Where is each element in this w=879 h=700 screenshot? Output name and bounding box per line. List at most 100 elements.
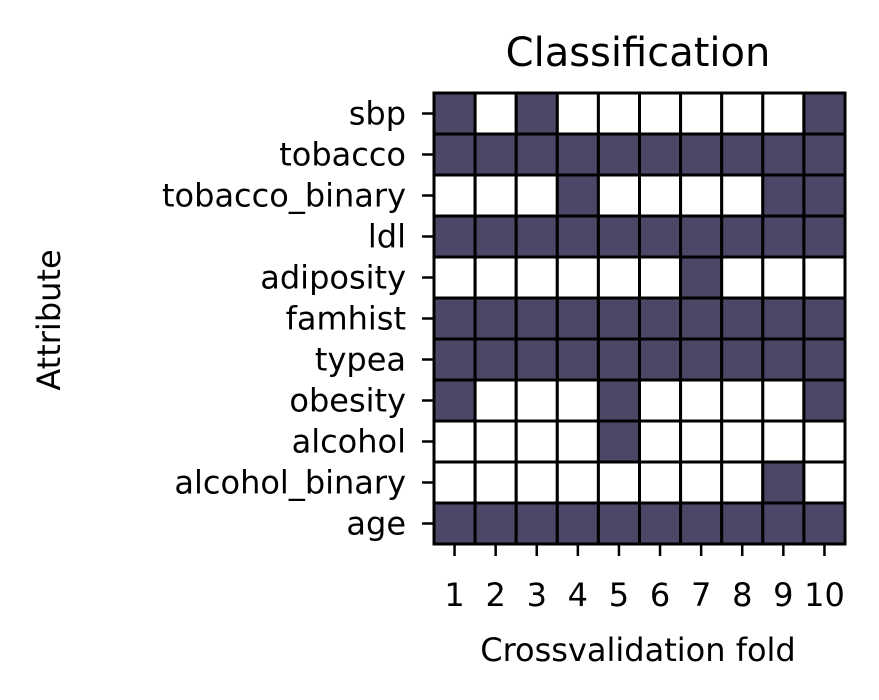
heatmap-cell [679,419,724,464]
heatmap-cell [473,91,518,136]
heatmap-cell [432,91,477,136]
heatmap-cell [432,214,477,259]
heatmap-cell [720,255,765,300]
heatmap-cell [596,501,642,546]
heatmap-cell [761,173,806,218]
heatmap-cell [473,214,518,259]
y-tick-label: alcohol [292,423,406,461]
y-axis-label: Attribute [30,249,68,390]
x-tick-label: 5 [609,576,629,614]
heatmap-cell [596,173,642,218]
heatmap-cell [802,419,847,464]
heatmap-cell [514,255,559,300]
heatmap-cell [802,337,847,382]
heatmap-cell [432,460,477,505]
y-axis: sbptobaccotobacco_binaryldladiposityfamh… [162,95,434,543]
heatmap-cell [679,501,724,546]
heatmap-cell [720,214,765,259]
heatmap-cell [720,460,765,505]
heatmap-cell [432,255,477,300]
heatmap-cell [514,296,559,341]
heatmap-cell [761,419,806,464]
heatmap-cell [596,255,642,300]
heatmap-cell [761,255,806,300]
x-tick-label: 10 [804,576,845,614]
heatmap-cell [679,132,724,177]
heatmap-cell [514,173,559,218]
heatmap-cell [679,173,724,218]
heatmap-cell [802,501,847,546]
heatmap-cell [555,296,600,341]
heatmap-cell [473,132,518,177]
heatmap-cell [596,214,642,259]
heatmap-cell [514,214,559,259]
heatmap-cells [432,91,847,546]
y-tick-label: famhist [286,300,406,338]
heatmap-cell [555,419,600,464]
heatmap-cell [514,378,559,423]
heatmap-cell [802,255,847,300]
heatmap-cell [432,132,477,177]
x-tick-label: 9 [773,576,793,614]
x-tick-label: 8 [732,576,752,614]
x-tick-label: 6 [650,576,670,614]
heatmap-cell [432,501,477,546]
heatmap-cell [596,132,642,177]
heatmap-cell [514,419,559,464]
heatmap-cell [514,460,559,505]
heatmap-cell [555,173,600,218]
heatmap-cell [802,378,847,423]
heatmap-cell [473,337,518,382]
heatmap-cell [555,378,600,423]
heatmap-cell [596,337,642,382]
heatmap-cell [761,378,806,423]
y-tick-label: tobacco_binary [162,177,406,215]
heatmap-cell [638,214,683,259]
y-tick-label: adiposity [260,259,406,297]
heatmap-cell [679,460,724,505]
heatmap-cell [638,91,683,136]
heatmap-cell [761,296,806,341]
heatmap-cell [638,460,683,505]
heatmap-cell [514,501,559,546]
heatmap-cell [679,91,724,136]
y-tick-label: age [346,505,406,543]
heatmap-cell [638,255,683,300]
heatmap-cell [638,378,683,423]
heatmap-cell [555,255,600,300]
y-tick-label: typea [315,341,406,379]
heatmap-cell [802,173,847,218]
heatmap-cell [596,419,642,464]
heatmap-cell [802,460,847,505]
x-tick-label: 3 [527,576,547,614]
heatmap-cell [432,419,477,464]
y-tick-label: ldl [368,218,406,256]
heatmap-cell [473,460,518,505]
heatmap-cell [473,173,518,218]
x-tick-label: 4 [568,576,588,614]
heatmap-cell [679,337,724,382]
heatmap-cell [720,296,765,341]
x-tick-label: 7 [691,576,711,614]
heatmap-cell [679,378,724,423]
heatmap-cell [473,501,518,546]
heatmap-cell [555,91,600,136]
heatmap-cell [679,296,724,341]
heatmap-cell [473,419,518,464]
heatmap-cell [596,91,642,136]
heatmap-cell [720,419,765,464]
heatmap-cell [720,91,765,136]
y-tick-label: sbp [349,95,406,133]
heatmap-cell [432,337,477,382]
heatmap-cell [432,173,477,218]
heatmap-cell [555,337,600,382]
heatmap-cell [555,460,600,505]
heatmap-cell [555,501,600,546]
heatmap-cell [432,296,477,341]
heatmap-cell [514,337,559,382]
heatmap-cell [761,214,806,259]
heatmap-cell [720,501,765,546]
heatmap-cell [638,419,683,464]
heatmap-cell [802,132,847,177]
